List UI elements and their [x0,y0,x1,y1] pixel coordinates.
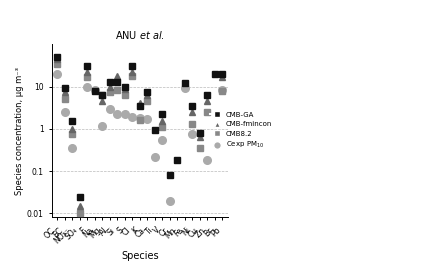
Cexp PM$_{10}$ [220,88,225,91]
CMB-fmincon [160,120,165,123]
CMB-fmincon [137,102,142,105]
CMB-fmincon [100,100,105,103]
Cexp PM$_{10}$ [145,118,150,121]
Cexp PM$_{10}$ [205,159,210,162]
CMB-fmincon [77,204,82,208]
CMB-GA [145,90,150,94]
CMB8.2 [197,147,202,150]
CMB-fmincon [197,135,202,139]
CMB8.2 [55,62,60,65]
Cexp PM$_{10}$ [152,155,157,158]
CMB-fmincon [122,87,128,90]
CMB-GA [92,89,97,92]
CMB-fmincon [85,70,90,74]
Cexp PM$_{10}$ [167,199,173,202]
CMB8.2 [115,88,120,91]
CMB-GA [100,93,105,96]
Title: ANU $\it{et\ al.}$: ANU $\it{et\ al.}$ [115,29,165,41]
CMB-GA [152,128,157,131]
CMB-GA [77,195,82,198]
CMB-fmincon [220,75,225,79]
Cexp PM$_{10}$ [62,110,67,114]
CMB-GA [220,72,225,76]
Cexp PM$_{10}$ [122,112,128,115]
Cexp PM$_{10}$ [130,115,135,119]
CMB-fmincon [145,93,150,96]
CMB-fmincon [70,127,75,131]
CMB8.2 [70,132,75,136]
Cexp PM$_{10}$ [182,86,187,89]
CMB-fmincon [130,70,135,74]
CMB8.2 [122,93,128,96]
CMB-GA [85,65,90,68]
CMB-GA [70,120,75,123]
CMB8.2 [137,119,142,122]
CMB-GA [167,174,173,177]
CMB-GA [205,93,210,96]
Line: CMB8.2: CMB8.2 [54,61,225,216]
CMB8.2 [85,75,90,79]
CMB-fmincon [115,74,120,78]
Cexp PM$_{10}$ [70,147,75,150]
CMB8.2 [205,110,210,114]
CMB8.2 [107,90,112,94]
CMB-GA [160,113,165,116]
CMB-GA [107,80,112,83]
CMB-GA [55,55,60,59]
CMB8.2 [62,98,67,101]
X-axis label: Species: Species [121,251,159,261]
Cexp PM$_{10}$ [115,112,120,115]
CMB-GA [130,65,135,68]
CMB-GA [190,104,195,108]
CMB-GA [197,131,202,135]
CMB-GA [122,85,128,88]
Line: Cexp PM$_{10}$: Cexp PM$_{10}$ [54,70,226,205]
Line: CMB-GA: CMB-GA [54,54,225,199]
Cexp PM$_{10}$ [55,72,60,76]
Line: CMB-fmincon: CMB-fmincon [54,56,225,209]
CMB-fmincon [62,90,67,94]
CMB8.2 [220,89,225,92]
Cexp PM$_{10}$ [137,116,142,120]
Legend: CMB-GA, CMB-fmincon, CMB8.2, Cexp PM$_{10}$: CMB-GA, CMB-fmincon, CMB8.2, Cexp PM$_{1… [209,110,274,152]
Cexp PM$_{10}$ [100,124,105,127]
CMB-GA [115,80,120,83]
Cexp PM$_{10}$ [190,132,195,136]
CMB-fmincon [107,85,112,88]
CMB-fmincon [55,57,60,61]
CMB-fmincon [190,110,195,114]
CMB-GA [182,82,187,85]
Y-axis label: Species concentration, μg m⁻³: Species concentration, μg m⁻³ [15,67,24,195]
CMB8.2 [190,122,195,126]
CMB-GA [175,159,180,162]
CMB-GA [212,72,218,76]
Cexp PM$_{10}$ [160,138,165,142]
CMB8.2 [77,212,82,215]
CMB8.2 [100,93,105,96]
CMB8.2 [145,100,150,103]
CMB8.2 [160,126,165,129]
Cexp PM$_{10}$ [85,85,90,88]
CMB-fmincon [205,100,210,103]
Cexp PM$_{10}$ [107,107,112,110]
CMB-GA [62,86,67,89]
CMB-GA [137,104,142,108]
Cexp PM$_{10}$ [92,88,97,91]
CMB8.2 [130,74,135,78]
